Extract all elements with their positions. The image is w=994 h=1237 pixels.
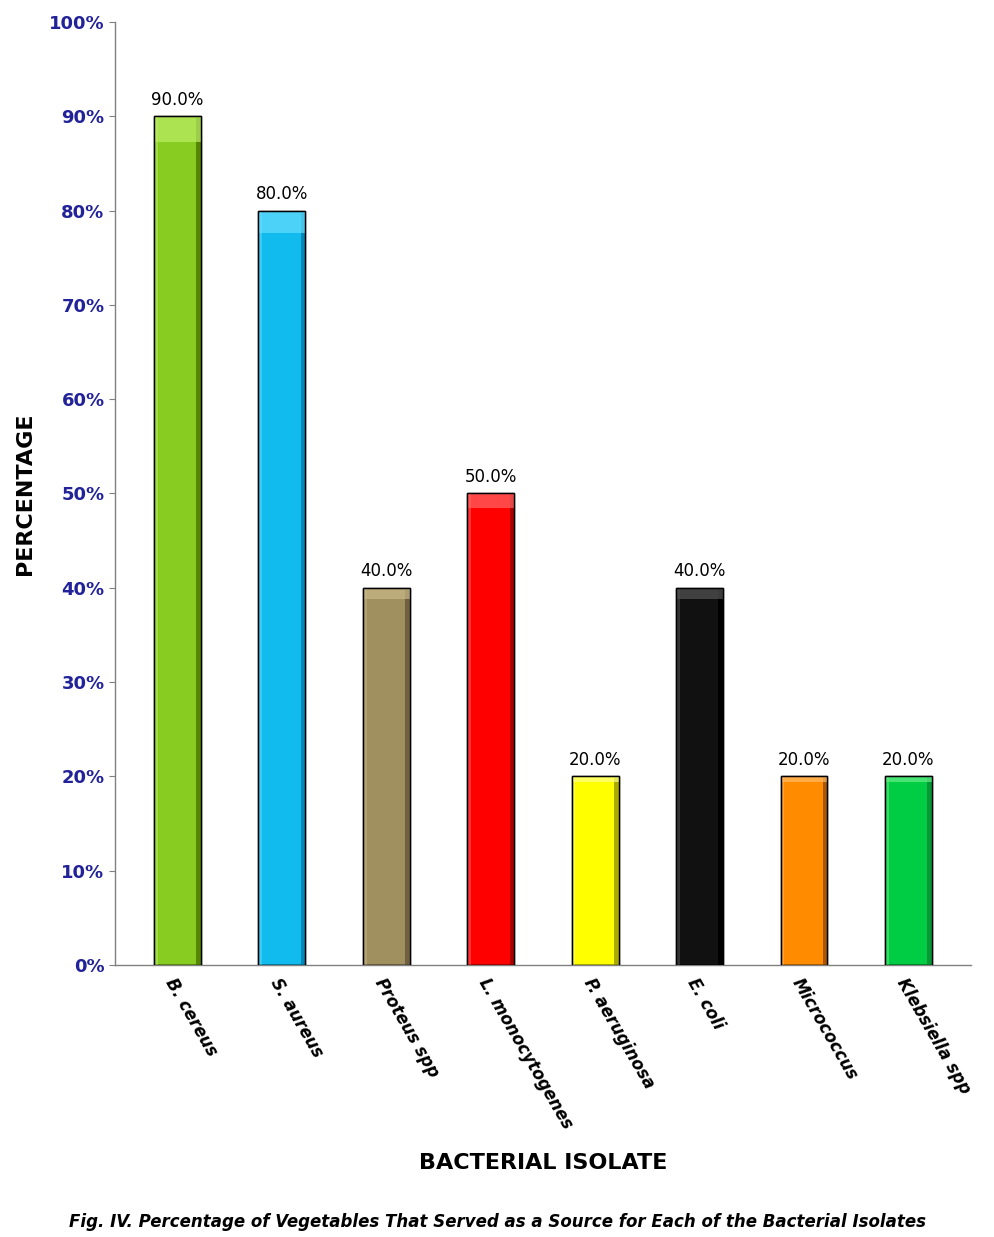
Bar: [676, 588, 723, 965]
Text: 40.0%: 40.0%: [673, 562, 725, 580]
Bar: [884, 777, 931, 965]
Text: 90.0%: 90.0%: [151, 90, 204, 109]
Bar: [363, 588, 410, 965]
Bar: [154, 116, 201, 965]
X-axis label: BACTERIAL ISOLATE: BACTERIAL ISOLATE: [418, 1153, 667, 1173]
Text: Fig. IV. Percentage of Vegetables That Served as a Source for Each of the Bacter: Fig. IV. Percentage of Vegetables That S…: [69, 1212, 925, 1231]
Bar: [363, 588, 410, 965]
Bar: [884, 777, 931, 965]
Text: 40.0%: 40.0%: [360, 562, 413, 580]
Bar: [258, 210, 305, 965]
Bar: [779, 777, 827, 965]
Text: 20.0%: 20.0%: [777, 751, 829, 768]
Bar: [467, 494, 514, 965]
Text: 20.0%: 20.0%: [882, 751, 933, 768]
Text: 80.0%: 80.0%: [255, 186, 308, 203]
Bar: [779, 777, 827, 965]
Text: 20.0%: 20.0%: [569, 751, 621, 768]
Bar: [572, 777, 618, 965]
Y-axis label: PERCENTAGE: PERCENTAGE: [15, 412, 35, 575]
Bar: [154, 116, 201, 965]
Bar: [676, 588, 723, 965]
Bar: [467, 494, 514, 965]
Text: 50.0%: 50.0%: [464, 468, 517, 486]
Bar: [258, 210, 305, 965]
Bar: [572, 777, 618, 965]
